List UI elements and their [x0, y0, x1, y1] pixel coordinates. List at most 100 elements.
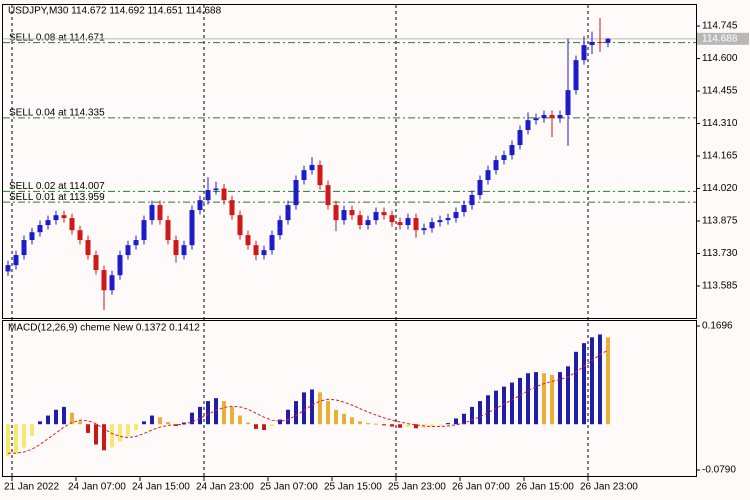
candle-body: [397, 222, 403, 226]
histogram-bar: [470, 406, 474, 425]
candle-body: [221, 188, 227, 201]
candle-body: [381, 212, 387, 216]
candle-body: [101, 270, 107, 291]
histogram-bar: [510, 382, 514, 425]
histogram-bar: [6, 424, 10, 457]
candle-body: [589, 41, 595, 46]
macd-panel: [2, 320, 697, 477]
y-tick-label: 114.310: [702, 118, 738, 129]
histogram-bar: [398, 424, 402, 428]
chart-title: USDJPY,M30 114.672 114.692 114.651 114.6…: [8, 6, 222, 17]
x-tick-label: 24 Jan 23:00: [196, 482, 254, 493]
x-tick-label: 25 Jan 15:00: [324, 482, 382, 493]
candle-body: [37, 225, 43, 233]
candle-body: [581, 45, 587, 61]
histogram-bar: [262, 424, 266, 431]
candle-body: [261, 250, 267, 256]
histogram-bar: [190, 412, 194, 425]
candle-body: [13, 255, 19, 266]
candle-body: [557, 115, 563, 119]
histogram-bar: [62, 406, 66, 425]
signal-line: [8, 349, 609, 454]
price-panel: [2, 4, 697, 319]
histogram-bar: [406, 424, 410, 428]
y-tick-label: 114.020: [702, 183, 738, 194]
candle-body: [157, 205, 163, 221]
candle-body: [573, 60, 579, 91]
y-tick-label: 114.745: [702, 21, 738, 32]
histogram-bar: [278, 419, 282, 425]
histogram-bar: [302, 392, 306, 425]
candle-body: [29, 232, 35, 241]
histogram-bar: [214, 398, 218, 425]
candle-body: [77, 230, 83, 241]
candle-body: [173, 240, 179, 256]
candle-body: [21, 240, 27, 256]
histogram-bar: [158, 417, 162, 425]
candle-body: [477, 179, 483, 196]
y-tick-label: 113.875: [702, 216, 738, 227]
candle-body: [61, 215, 67, 219]
candle-body: [517, 130, 523, 146]
histogram-bar: [486, 395, 490, 425]
candle-body: [373, 212, 379, 221]
histogram-bar: [446, 423, 450, 425]
histogram-bar: [454, 418, 458, 425]
histogram-bar: [350, 417, 354, 425]
histogram-bar: [230, 406, 234, 425]
candle-body: [541, 115, 547, 119]
candle-body: [429, 222, 435, 229]
y-tick-label: 114.165: [702, 151, 738, 162]
histogram-bar: [542, 373, 546, 425]
candle-body: [469, 195, 475, 206]
y-tick-label: 114.455: [702, 86, 738, 97]
candle-body: [333, 205, 339, 221]
price-tag-label: 114.688: [702, 33, 738, 44]
candle-body: [133, 240, 139, 246]
candle-body: [293, 179, 299, 206]
candle-body: [493, 160, 499, 171]
candle-body: [549, 115, 555, 119]
candle-body: [389, 215, 395, 223]
histogram-bar: [238, 415, 242, 425]
candle-body: [85, 240, 91, 256]
y-tick-label: 0.1696: [702, 321, 733, 332]
x-tick-label: 26 Jan 23:00: [580, 482, 638, 493]
candle-body: [565, 90, 571, 116]
histogram-bar: [310, 389, 314, 425]
x-tick-label: 21 Jan 2022: [4, 482, 59, 493]
candle-body: [605, 38, 611, 43]
candle-body: [141, 220, 147, 241]
order-label: SELL 0.02 at 114.007: [9, 181, 105, 192]
candle-body: [501, 155, 507, 161]
order-label: SELL 0.01 at 113.959: [9, 192, 105, 203]
candle-body: [317, 164, 323, 186]
histogram-bar: [222, 401, 226, 425]
histogram-bar: [246, 422, 250, 425]
histogram-bar: [358, 421, 362, 425]
candle-body: [181, 245, 187, 256]
candle-body: [197, 200, 203, 211]
histogram-bar: [54, 409, 58, 425]
y-tick-label: -0.0790: [702, 465, 736, 476]
candle-body: [365, 220, 371, 226]
x-tick-label: 25 Jan 07:00: [260, 482, 318, 493]
candle-body: [453, 212, 459, 219]
candle-body: [357, 215, 363, 226]
histogram-bar: [526, 373, 530, 425]
histogram-bar: [102, 424, 106, 451]
candle-body: [165, 220, 171, 241]
candle-body: [109, 275, 115, 291]
histogram-bar: [286, 409, 290, 425]
price-tag: [697, 32, 749, 45]
candle-body: [253, 245, 259, 256]
x-tick-label: 26 Jan 15:00: [516, 482, 574, 493]
candle-body: [45, 220, 51, 226]
histogram-bar: [334, 409, 338, 425]
candle-body: [405, 218, 411, 226]
candle-body: [421, 228, 427, 231]
histogram-bar: [598, 334, 602, 425]
histogram-bar: [126, 424, 130, 436]
candle-body: [229, 200, 235, 216]
